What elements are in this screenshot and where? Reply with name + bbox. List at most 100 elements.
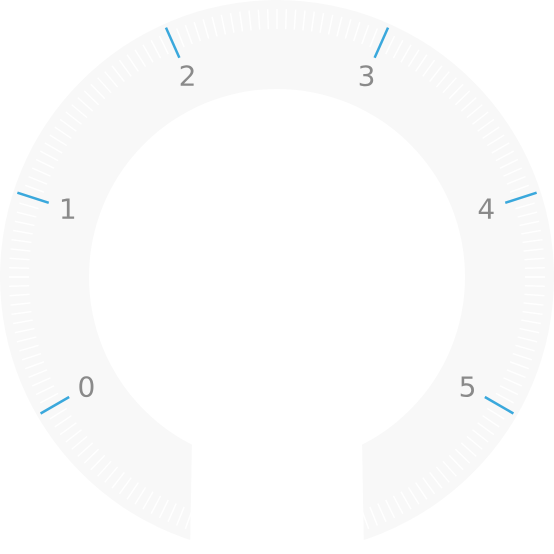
minor-tick bbox=[158, 499, 169, 519]
major-tick-1 bbox=[16, 191, 50, 205]
minor-tick bbox=[24, 184, 45, 193]
minor-tick bbox=[499, 158, 519, 169]
minor-tick bbox=[302, 10, 306, 31]
minor-tick bbox=[460, 97, 477, 112]
minor-tick bbox=[482, 415, 500, 428]
minor-tick bbox=[49, 134, 68, 147]
minor-tick bbox=[35, 158, 55, 169]
minor-tick bbox=[385, 35, 396, 55]
minor-tick bbox=[14, 220, 35, 227]
minor-tick bbox=[442, 77, 457, 94]
minor-tick bbox=[40, 150, 59, 162]
minor-tick bbox=[83, 448, 100, 464]
major-tick-5 bbox=[484, 395, 515, 415]
minor-tick bbox=[415, 482, 428, 500]
minor-tick bbox=[54, 126, 72, 139]
minor-tick bbox=[448, 83, 464, 100]
minor-tick bbox=[517, 336, 538, 343]
minor-tick bbox=[442, 460, 457, 477]
minor-tick bbox=[466, 435, 483, 450]
minor-tick bbox=[477, 118, 495, 132]
minor-tick bbox=[220, 14, 227, 35]
minor-tick bbox=[319, 12, 325, 33]
minor-tick bbox=[31, 377, 51, 387]
minor-tick bbox=[400, 491, 412, 510]
minor-tick bbox=[111, 471, 125, 489]
minor-tick bbox=[239, 11, 244, 32]
minor-tick bbox=[59, 422, 77, 436]
minor-tick bbox=[352, 21, 361, 42]
minor-tick bbox=[521, 229, 542, 235]
scale-label-4: 4 bbox=[477, 193, 495, 226]
minor-tick bbox=[44, 142, 63, 154]
minor-tick bbox=[71, 104, 88, 119]
dial-bottom-opening bbox=[190, 338, 364, 554]
minor-tick bbox=[83, 90, 100, 106]
minor-tick bbox=[24, 361, 45, 370]
minor-tick bbox=[385, 499, 396, 519]
minor-tick bbox=[503, 167, 523, 177]
minor-tick bbox=[104, 466, 119, 483]
minor-tick bbox=[31, 167, 51, 177]
minor-tick bbox=[509, 184, 530, 193]
minor-tick bbox=[97, 77, 112, 94]
minor-tick bbox=[482, 126, 500, 139]
minor-tick bbox=[49, 407, 68, 420]
minor-tick bbox=[435, 71, 450, 88]
minor-tick bbox=[97, 460, 112, 477]
minor-tick bbox=[142, 491, 154, 510]
minor-tick bbox=[310, 11, 315, 32]
minor-tick bbox=[284, 9, 288, 30]
minor-tick bbox=[454, 90, 471, 106]
minor-tick bbox=[104, 71, 119, 88]
minor-tick bbox=[118, 59, 132, 77]
minor-tick bbox=[193, 21, 202, 42]
minor-tick bbox=[327, 14, 334, 35]
minor-tick bbox=[522, 239, 543, 244]
scale-label-1: 1 bbox=[59, 193, 77, 226]
minor-tick bbox=[142, 44, 154, 63]
minor-tick bbox=[486, 134, 505, 147]
minor-tick bbox=[519, 327, 540, 334]
minor-tick bbox=[150, 40, 162, 59]
minor-tick bbox=[248, 10, 252, 31]
minor-tick bbox=[126, 54, 139, 72]
minor-tick bbox=[454, 448, 471, 464]
minor-tick bbox=[522, 310, 543, 315]
minor-tick bbox=[523, 302, 544, 306]
minor-tick bbox=[448, 454, 464, 471]
major-tick-0 bbox=[39, 395, 70, 415]
minor-tick bbox=[229, 12, 235, 33]
minor-tick bbox=[429, 471, 443, 489]
minor-tick bbox=[495, 392, 514, 404]
minor-tick bbox=[257, 9, 261, 30]
minor-tick bbox=[515, 202, 535, 210]
minor-tick bbox=[9, 266, 30, 270]
minor-tick bbox=[377, 503, 387, 523]
minor-tick bbox=[524, 266, 545, 270]
minor-tick bbox=[202, 19, 210, 39]
minor-tick bbox=[521, 319, 542, 325]
minor-tick bbox=[28, 175, 48, 185]
minor-tick bbox=[14, 327, 35, 334]
minor-tick bbox=[400, 44, 412, 63]
minor-tick bbox=[77, 97, 94, 112]
minor-tick bbox=[77, 442, 94, 457]
minor-tick bbox=[503, 377, 523, 387]
minor-tick bbox=[10, 302, 31, 306]
minor-tick bbox=[65, 111, 83, 125]
minor-tick bbox=[415, 54, 428, 72]
major-tick-2 bbox=[164, 27, 181, 59]
minor-tick bbox=[71, 435, 88, 450]
minor-tick bbox=[11, 239, 32, 244]
minor-tick bbox=[175, 506, 185, 526]
scale-label-0: 0 bbox=[78, 371, 96, 404]
minor-tick bbox=[9, 257, 30, 261]
minor-tick bbox=[486, 407, 505, 420]
minor-tick bbox=[336, 16, 343, 37]
minor-tick bbox=[12, 319, 33, 325]
minor-tick bbox=[12, 229, 33, 235]
major-ticks bbox=[16, 27, 538, 415]
